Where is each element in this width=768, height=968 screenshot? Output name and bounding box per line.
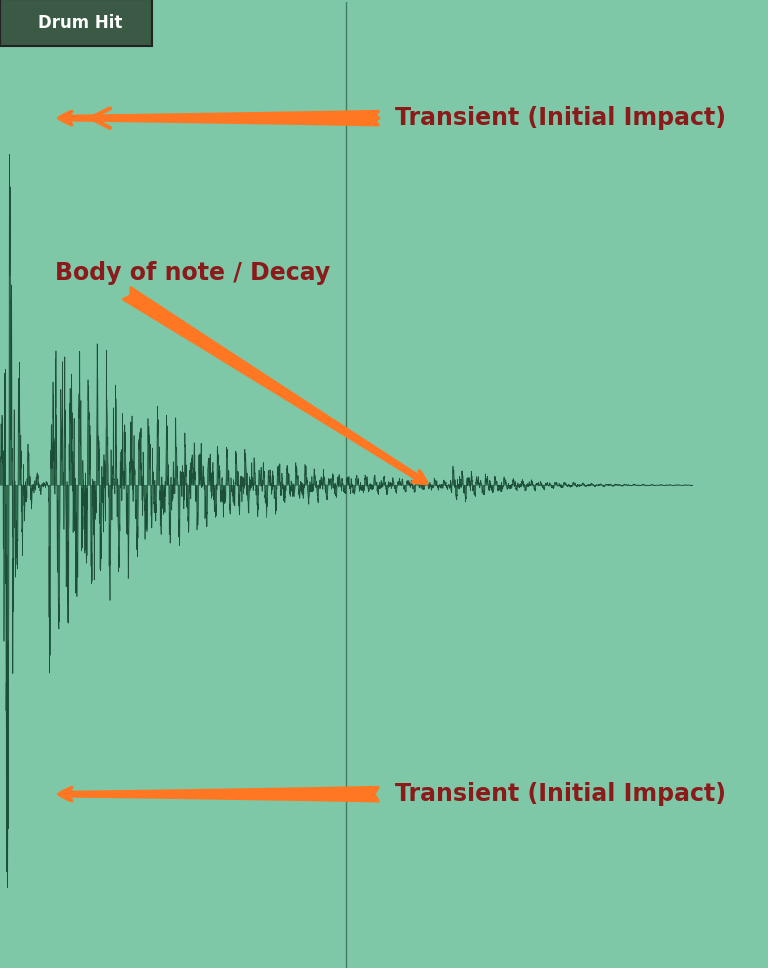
Text: Transient (Initial Impact): Transient (Initial Impact) (395, 782, 726, 806)
Text: Transient (Initial Impact): Transient (Initial Impact) (395, 106, 726, 130)
FancyBboxPatch shape (0, 0, 152, 45)
Text: Body of note / Decay: Body of note / Decay (55, 260, 331, 285)
Text: Drum Hit: Drum Hit (38, 14, 122, 32)
